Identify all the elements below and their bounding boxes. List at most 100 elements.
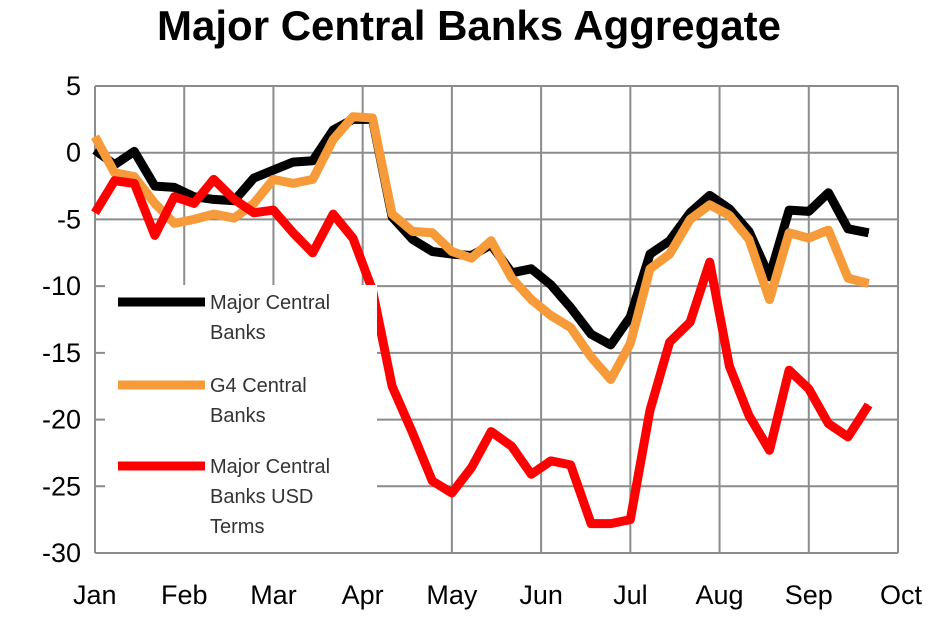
series-line-3: [91, 174, 873, 529]
data-point: [352, 116, 354, 118]
legend-label: Terms: [210, 516, 264, 538]
x-tick-label: Apr: [342, 580, 384, 610]
data-point: [94, 136, 96, 138]
data-point: [847, 228, 849, 230]
data-point: [451, 251, 453, 252]
data-point: [193, 202, 195, 204]
data-point: [213, 178, 215, 180]
data-point: [412, 432, 414, 434]
data-point: [570, 464, 572, 466]
data-point: [629, 343, 631, 344]
axis-layer: 5 0 -5 -10 -15 -20 -25 -30 Jan Feb Mar Apr May Jun Jul…: [42, 71, 923, 610]
data-point: [233, 198, 235, 200]
data-point: [827, 423, 829, 425]
data-point: [154, 234, 156, 236]
legend: Major Central Banks G4 Central Banks Major C…: [105, 285, 377, 552]
data-point: [868, 283, 870, 284]
data-point: [154, 185, 156, 187]
y-tick-label: 5: [66, 71, 81, 101]
x-tick-label: Jun: [519, 580, 563, 610]
data-point: [769, 449, 770, 451]
data-point: [788, 209, 790, 211]
data-point: [312, 160, 314, 162]
data-point: [629, 519, 631, 521]
data-point: [272, 178, 274, 180]
legend-label: Major Central: [210, 292, 330, 314]
x-tick-label: Sep: [785, 580, 833, 610]
legend-box: [105, 285, 377, 552]
data-point: [490, 240, 492, 242]
data-point: [530, 299, 532, 300]
data-point: [292, 232, 294, 234]
data-point: [649, 268, 651, 270]
data-point: [272, 209, 274, 211]
data-point: [808, 210, 810, 212]
x-tick-label: Jul: [613, 580, 648, 610]
legend-label: Banks: [210, 322, 266, 344]
x-tick-label: May: [426, 580, 478, 610]
data-point: [689, 212, 691, 214]
data-point: [827, 229, 829, 231]
data-point: [431, 480, 433, 482]
y-tick-label: 0: [66, 138, 81, 168]
data-point: [847, 436, 849, 438]
data-point: [709, 204, 711, 206]
data-point: [769, 299, 770, 300]
data-point: [808, 388, 810, 390]
data-point: [748, 238, 750, 240]
data-point: [292, 161, 294, 163]
data-point: [391, 385, 393, 387]
data-point: [213, 213, 215, 215]
data-point: [471, 257, 472, 259]
legend-label: Banks USD: [210, 486, 313, 508]
data-point: [610, 379, 612, 380]
data-point: [610, 344, 612, 346]
data-point: [550, 284, 552, 286]
data-point: [272, 169, 274, 171]
data-point: [769, 276, 770, 278]
x-tick-label: Feb: [161, 580, 208, 610]
data-point: [253, 212, 255, 214]
y-tick-label: -25: [42, 471, 81, 501]
data-point: [590, 333, 592, 335]
data-point: [590, 356, 592, 358]
data-point: [808, 237, 810, 239]
data-point: [590, 523, 592, 525]
data-point: [292, 182, 294, 184]
data-point: [868, 404, 870, 406]
data-point: [372, 117, 373, 119]
legend-label: Banks: [210, 405, 266, 427]
data-point: [669, 253, 671, 255]
data-point: [550, 460, 552, 462]
data-point: [332, 213, 334, 215]
data-point: [253, 202, 255, 204]
y-tick-label: -10: [42, 271, 81, 301]
data-point: [689, 218, 691, 220]
data-point: [451, 492, 453, 494]
data-point: [332, 138, 334, 140]
data-point: [649, 253, 651, 255]
y-tick-label: -30: [42, 538, 81, 568]
data-point: [709, 261, 711, 263]
chart-title: Major Central Banks Aggregate: [157, 2, 781, 49]
data-point: [253, 177, 255, 179]
data-point: [827, 192, 829, 194]
data-point: [312, 252, 314, 254]
data-point: [511, 277, 513, 279]
data-point: [431, 232, 433, 234]
y-tick-label: -15: [42, 338, 81, 368]
data-point: [154, 202, 156, 204]
data-point: [728, 208, 730, 210]
data-point: [728, 214, 730, 216]
legend-label: G4 Central: [210, 375, 307, 397]
data-point: [471, 467, 472, 469]
data-point: [133, 176, 135, 178]
data-point: [133, 150, 135, 152]
data-point: [748, 415, 750, 417]
data-point: [114, 180, 116, 182]
data-point: [332, 129, 334, 131]
data-point: [173, 186, 175, 188]
series-line-2: [91, 112, 870, 384]
